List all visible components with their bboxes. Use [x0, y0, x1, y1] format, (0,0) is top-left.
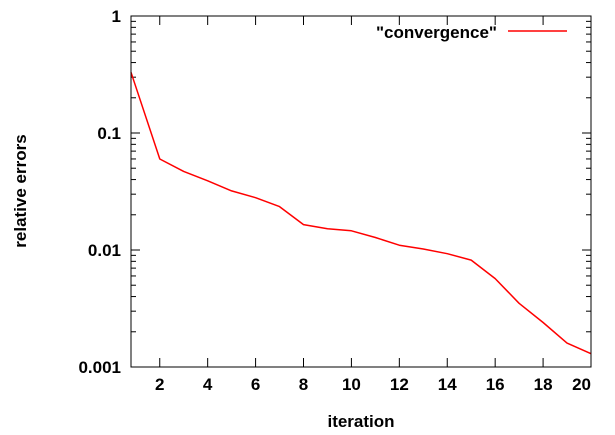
x-axis-ticks: [159, 16, 592, 367]
x-tick-label: 4: [203, 375, 213, 394]
plot-frame: [130, 15, 592, 368]
x-tick-label: 12: [390, 375, 409, 394]
x-tick-label: 18: [534, 375, 553, 394]
x-tick-label: 16: [486, 375, 505, 394]
y-tick-label: 1: [112, 7, 121, 26]
x-tick-label: 14: [438, 375, 457, 394]
x-tick-label: 2: [155, 375, 164, 394]
x-tick-label: 10: [342, 375, 361, 394]
y-axis-title: relative errors: [11, 134, 30, 247]
x-axis-title: iteration: [327, 412, 394, 431]
series-line: [130, 72, 592, 355]
x-tick-label: 20: [572, 375, 591, 394]
y-tick-label: 0.001: [78, 358, 121, 377]
y-axis-ticks: [131, 15, 591, 368]
y-tick-label: 0.1: [97, 124, 121, 143]
x-tick-label: 8: [299, 375, 308, 394]
legend: "convergence": [376, 23, 567, 42]
y-tick-label: 0.01: [88, 241, 121, 260]
x-axis-tick-labels: 2 4 6 8 10 12 14 16 18 20: [155, 375, 591, 394]
x-tick-label: 6: [251, 375, 260, 394]
y-axis-tick-labels: 0.001 0.01 0.1 1: [78, 7, 121, 377]
legend-label: "convergence": [376, 23, 497, 42]
series-group: [130, 72, 592, 355]
